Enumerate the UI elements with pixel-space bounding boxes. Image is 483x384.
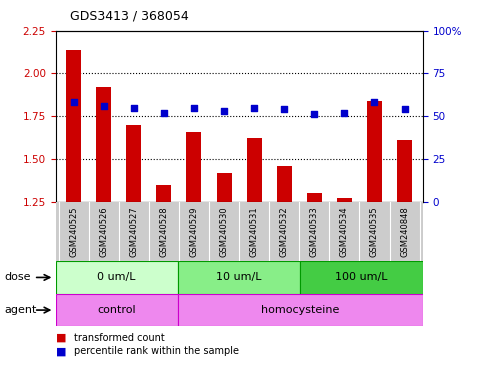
Bar — [337, 198, 352, 202]
Point — [401, 106, 409, 113]
Text: GSM240531: GSM240531 — [250, 206, 258, 257]
Bar — [277, 166, 292, 202]
Bar — [307, 193, 322, 202]
Point — [100, 103, 108, 109]
Bar — [156, 185, 171, 202]
Point — [190, 104, 198, 111]
Text: GDS3413 / 368054: GDS3413 / 368054 — [70, 10, 189, 23]
Text: homocysteine: homocysteine — [261, 305, 340, 315]
Point — [370, 99, 378, 106]
Bar — [247, 138, 262, 202]
Text: transformed count: transformed count — [74, 333, 165, 343]
Bar — [367, 101, 382, 202]
Point — [280, 106, 288, 113]
Text: GSM240848: GSM240848 — [400, 206, 409, 257]
Text: GSM240534: GSM240534 — [340, 206, 349, 257]
Point — [70, 99, 77, 106]
Text: GSM240533: GSM240533 — [310, 206, 319, 257]
Bar — [300, 261, 423, 294]
Text: ■: ■ — [56, 333, 66, 343]
Text: GSM240527: GSM240527 — [129, 206, 138, 257]
Text: GSM240528: GSM240528 — [159, 206, 169, 257]
Point — [160, 110, 168, 116]
Text: control: control — [98, 305, 136, 315]
Bar — [96, 87, 111, 202]
Text: ■: ■ — [56, 346, 66, 356]
Bar — [126, 125, 142, 202]
Point — [250, 104, 258, 111]
Text: GSM240530: GSM240530 — [220, 206, 228, 257]
Text: 0 um/L: 0 um/L — [98, 272, 136, 283]
Text: GSM240526: GSM240526 — [99, 206, 108, 257]
Text: percentile rank within the sample: percentile rank within the sample — [74, 346, 239, 356]
Text: 10 um/L: 10 um/L — [216, 272, 262, 283]
Bar — [66, 50, 81, 202]
Bar — [56, 261, 178, 294]
Bar — [216, 172, 231, 202]
Text: GSM240529: GSM240529 — [189, 206, 199, 257]
Text: GSM240535: GSM240535 — [370, 206, 379, 257]
Text: dose: dose — [5, 272, 31, 283]
Point — [130, 104, 138, 111]
Bar — [178, 294, 423, 326]
Text: 100 um/L: 100 um/L — [335, 272, 388, 283]
Text: agent: agent — [5, 305, 37, 315]
Bar — [56, 294, 178, 326]
Point — [341, 110, 348, 116]
Bar — [397, 140, 412, 202]
Text: GSM240532: GSM240532 — [280, 206, 289, 257]
Bar — [186, 132, 201, 202]
Point — [311, 111, 318, 118]
Text: GSM240525: GSM240525 — [69, 206, 78, 257]
Point — [220, 108, 228, 114]
Bar — [178, 261, 300, 294]
